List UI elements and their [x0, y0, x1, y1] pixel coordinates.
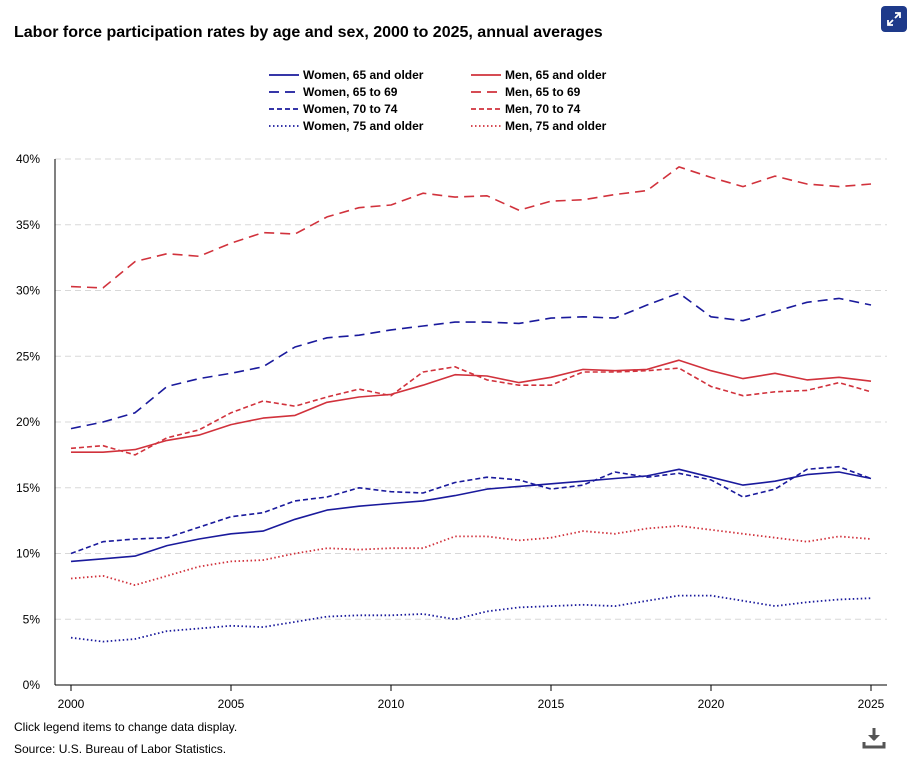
x-tick-label: 2020	[698, 697, 725, 711]
y-tick-label: 40%	[16, 152, 40, 166]
legend-item-women-65-to-69[interactable]: Women, 65 to 69	[269, 85, 398, 99]
legend-item-women-75-and-older[interactable]: Women, 75 and older	[269, 119, 424, 133]
download-button[interactable]	[860, 724, 888, 752]
source-note: Source: U.S. Bureau of Labor Statistics.	[14, 742, 227, 756]
legend-label: Women, 65 and older	[303, 68, 424, 82]
y-tick-label: 25%	[16, 349, 40, 363]
y-tick-label: 10%	[16, 547, 40, 561]
legend-label: Women, 65 to 69	[303, 85, 398, 99]
legend-item-women-70-to-74[interactable]: Women, 70 to 74	[269, 102, 398, 116]
legend-label: Men, 65 to 69	[505, 85, 581, 99]
x-tick-label: 2010	[378, 697, 405, 711]
x-axis-tick-labels: 2000 2005 2010 2015 2020 2025	[58, 697, 885, 711]
footer-note: Click legend items to change data displa…	[14, 720, 238, 734]
x-tick-label: 2025	[858, 697, 885, 711]
legend-item-men-75-and-older[interactable]: Men, 75 and older	[471, 119, 607, 133]
legend-label: Women, 75 and older	[303, 119, 424, 133]
legend-label: Women, 70 to 74	[303, 102, 398, 116]
series-line-men-65-and-older	[71, 359, 872, 454]
y-tick-label: 20%	[16, 415, 40, 429]
expand-button[interactable]	[881, 6, 907, 32]
series-line-women-70-to-74	[70, 465, 872, 555]
y-axis-tick-labels: 0% 5% 10% 15% 20% 25% 30% 35% 40%	[16, 152, 40, 692]
series-line-women-65-to-69	[70, 292, 872, 430]
series-line-women-75-and-older	[70, 594, 872, 643]
x-tick-label: 2000	[58, 697, 85, 711]
axes	[54, 159, 887, 691]
legend: Women, 65 and older Men, 65 and older Wome…	[269, 68, 607, 133]
y-tick-label: 35%	[16, 218, 40, 232]
expand-icon	[887, 12, 901, 26]
y-tick-label: 15%	[16, 481, 40, 495]
legend-item-men-65-and-older[interactable]: Men, 65 and older	[471, 68, 607, 82]
legend-item-men-65-to-69[interactable]: Men, 65 to 69	[471, 85, 581, 99]
y-tick-label: 5%	[23, 612, 41, 626]
chart-title: Labor force participation rates by age a…	[14, 24, 603, 41]
legend-label: Men, 75 and older	[505, 119, 607, 133]
series-lines	[70, 166, 872, 643]
legend-label: Men, 70 to 74	[505, 102, 581, 116]
x-tick-label: 2005	[218, 697, 245, 711]
download-icon	[862, 728, 886, 749]
legend-label: Men, 65 and older	[505, 68, 607, 82]
y-tick-label: 30%	[16, 284, 40, 298]
series-line-men-65-to-69	[70, 166, 872, 289]
grid-lines	[55, 158, 887, 620]
y-tick-label: 0%	[23, 678, 41, 692]
series-line-men-75-and-older	[70, 525, 872, 586]
x-tick-label: 2015	[538, 697, 565, 711]
line-chart: Women, 65 and older Men, 65 and older Wome…	[16, 68, 887, 711]
legend-item-men-70-to-74[interactable]: Men, 70 to 74	[471, 102, 581, 116]
legend-item-women-65-and-older[interactable]: Women, 65 and older	[269, 68, 424, 82]
series-line-women-65-and-older	[70, 468, 872, 563]
series-line-men-70-to-74	[70, 365, 872, 456]
